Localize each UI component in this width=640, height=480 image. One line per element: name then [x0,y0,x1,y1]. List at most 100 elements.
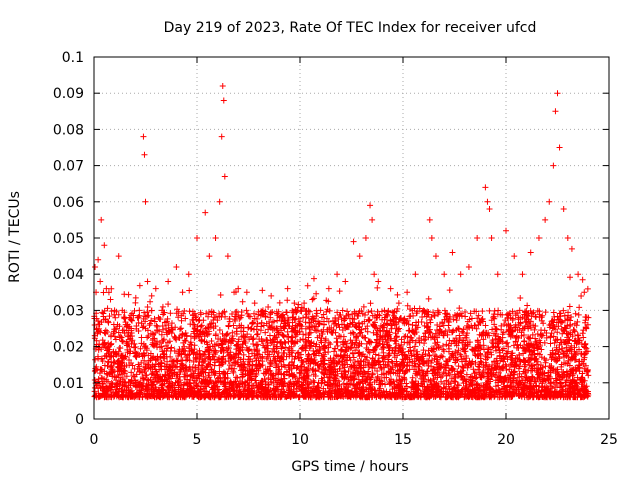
data-point [387,285,394,292]
data-point [494,271,501,278]
x-tick-label: 15 [394,432,412,448]
data-point [185,271,192,278]
data-point [420,307,427,314]
data-point [221,173,228,180]
data-point [219,82,226,89]
data-point [581,289,588,296]
data-point [128,325,135,332]
data-point [268,292,275,299]
data-point [231,289,238,296]
data-point [488,235,495,241]
data-point [301,300,308,307]
x-axis-label: GPS time / hours [291,459,408,475]
data-point [292,307,299,314]
data-point [564,235,571,241]
point-cloud-marks [91,274,592,401]
data-point [98,216,105,223]
y-tick-label: 0.1 [62,50,84,66]
data-point [381,307,388,314]
ticks: 0 5 10 15 20 25 0 0.01 0.02 0.03 0.04 0.05 0.06 0.07 0… [53,50,618,448]
data-point [426,216,433,223]
data-point [486,206,493,213]
data-point [367,202,374,209]
x-tick-label: 0 [90,432,99,448]
data-point [474,235,481,241]
data-point [457,271,464,278]
data-point [173,263,180,270]
data-point [97,278,104,285]
data-point [142,198,149,205]
point-cloud [91,274,592,401]
y-tick-label: 0.03 [53,303,84,319]
y-tick-label: 0.08 [53,122,84,138]
data-point [144,278,151,285]
x-tick-label: 25 [600,432,618,448]
y-tick-label: 0.07 [53,159,84,175]
data-point [103,285,110,292]
data-point [519,271,526,278]
data-point [441,271,448,278]
y-tick-label: 0.06 [53,195,84,211]
data-point [111,307,118,314]
data-point [556,144,563,151]
data-point [546,198,553,205]
data-point [107,296,114,303]
y-tick-label: 0.01 [53,376,84,392]
data-point [395,300,402,307]
data-point [317,307,324,314]
data-point [369,216,376,223]
data-point [484,198,491,205]
y-axis-label: ROTI / TECUs [7,191,23,283]
data-point [152,285,159,292]
data-point [503,227,509,234]
data-point [550,162,557,169]
data-point [334,271,341,278]
data-point [224,253,231,260]
data-point [585,314,592,321]
data-point [535,235,542,241]
data-point [511,253,518,260]
data-point [136,307,143,314]
data-point [141,151,148,158]
y-tick-label: 0.09 [53,86,84,102]
x-tick-label: 10 [291,432,309,448]
data-point [309,296,316,303]
data-point [342,278,349,285]
data-point [92,263,99,270]
data-point [554,90,561,97]
data-point [356,253,363,260]
data-point [259,307,266,314]
data-point [371,271,378,278]
chart-title: Day 219 of 2023, Rate Of TEC Index for r… [164,20,537,36]
data-point [101,242,108,249]
data-point [560,206,567,213]
data-point [276,314,283,321]
data-point [235,285,242,292]
data-point [404,289,411,296]
data-point [179,289,186,296]
data-point [212,235,219,241]
data-point [412,271,419,278]
data-point [115,253,122,260]
data-point [148,292,155,299]
data-point [218,133,225,140]
data-points [91,82,592,401]
data-point [325,285,332,292]
data-point [121,314,128,321]
data-point [95,256,102,263]
data-point [350,238,357,245]
data-point [220,97,227,104]
data-point [465,263,472,270]
x-tick-label: 5 [193,432,202,448]
data-point [158,307,165,314]
data-point [165,278,172,285]
data-point [542,216,549,223]
data-point [140,133,147,140]
y-tick-label: 0 [75,412,84,428]
data-point [375,278,382,285]
data-point [194,235,200,241]
data-point [575,271,582,278]
data-point [251,300,258,307]
data-point [243,307,250,314]
